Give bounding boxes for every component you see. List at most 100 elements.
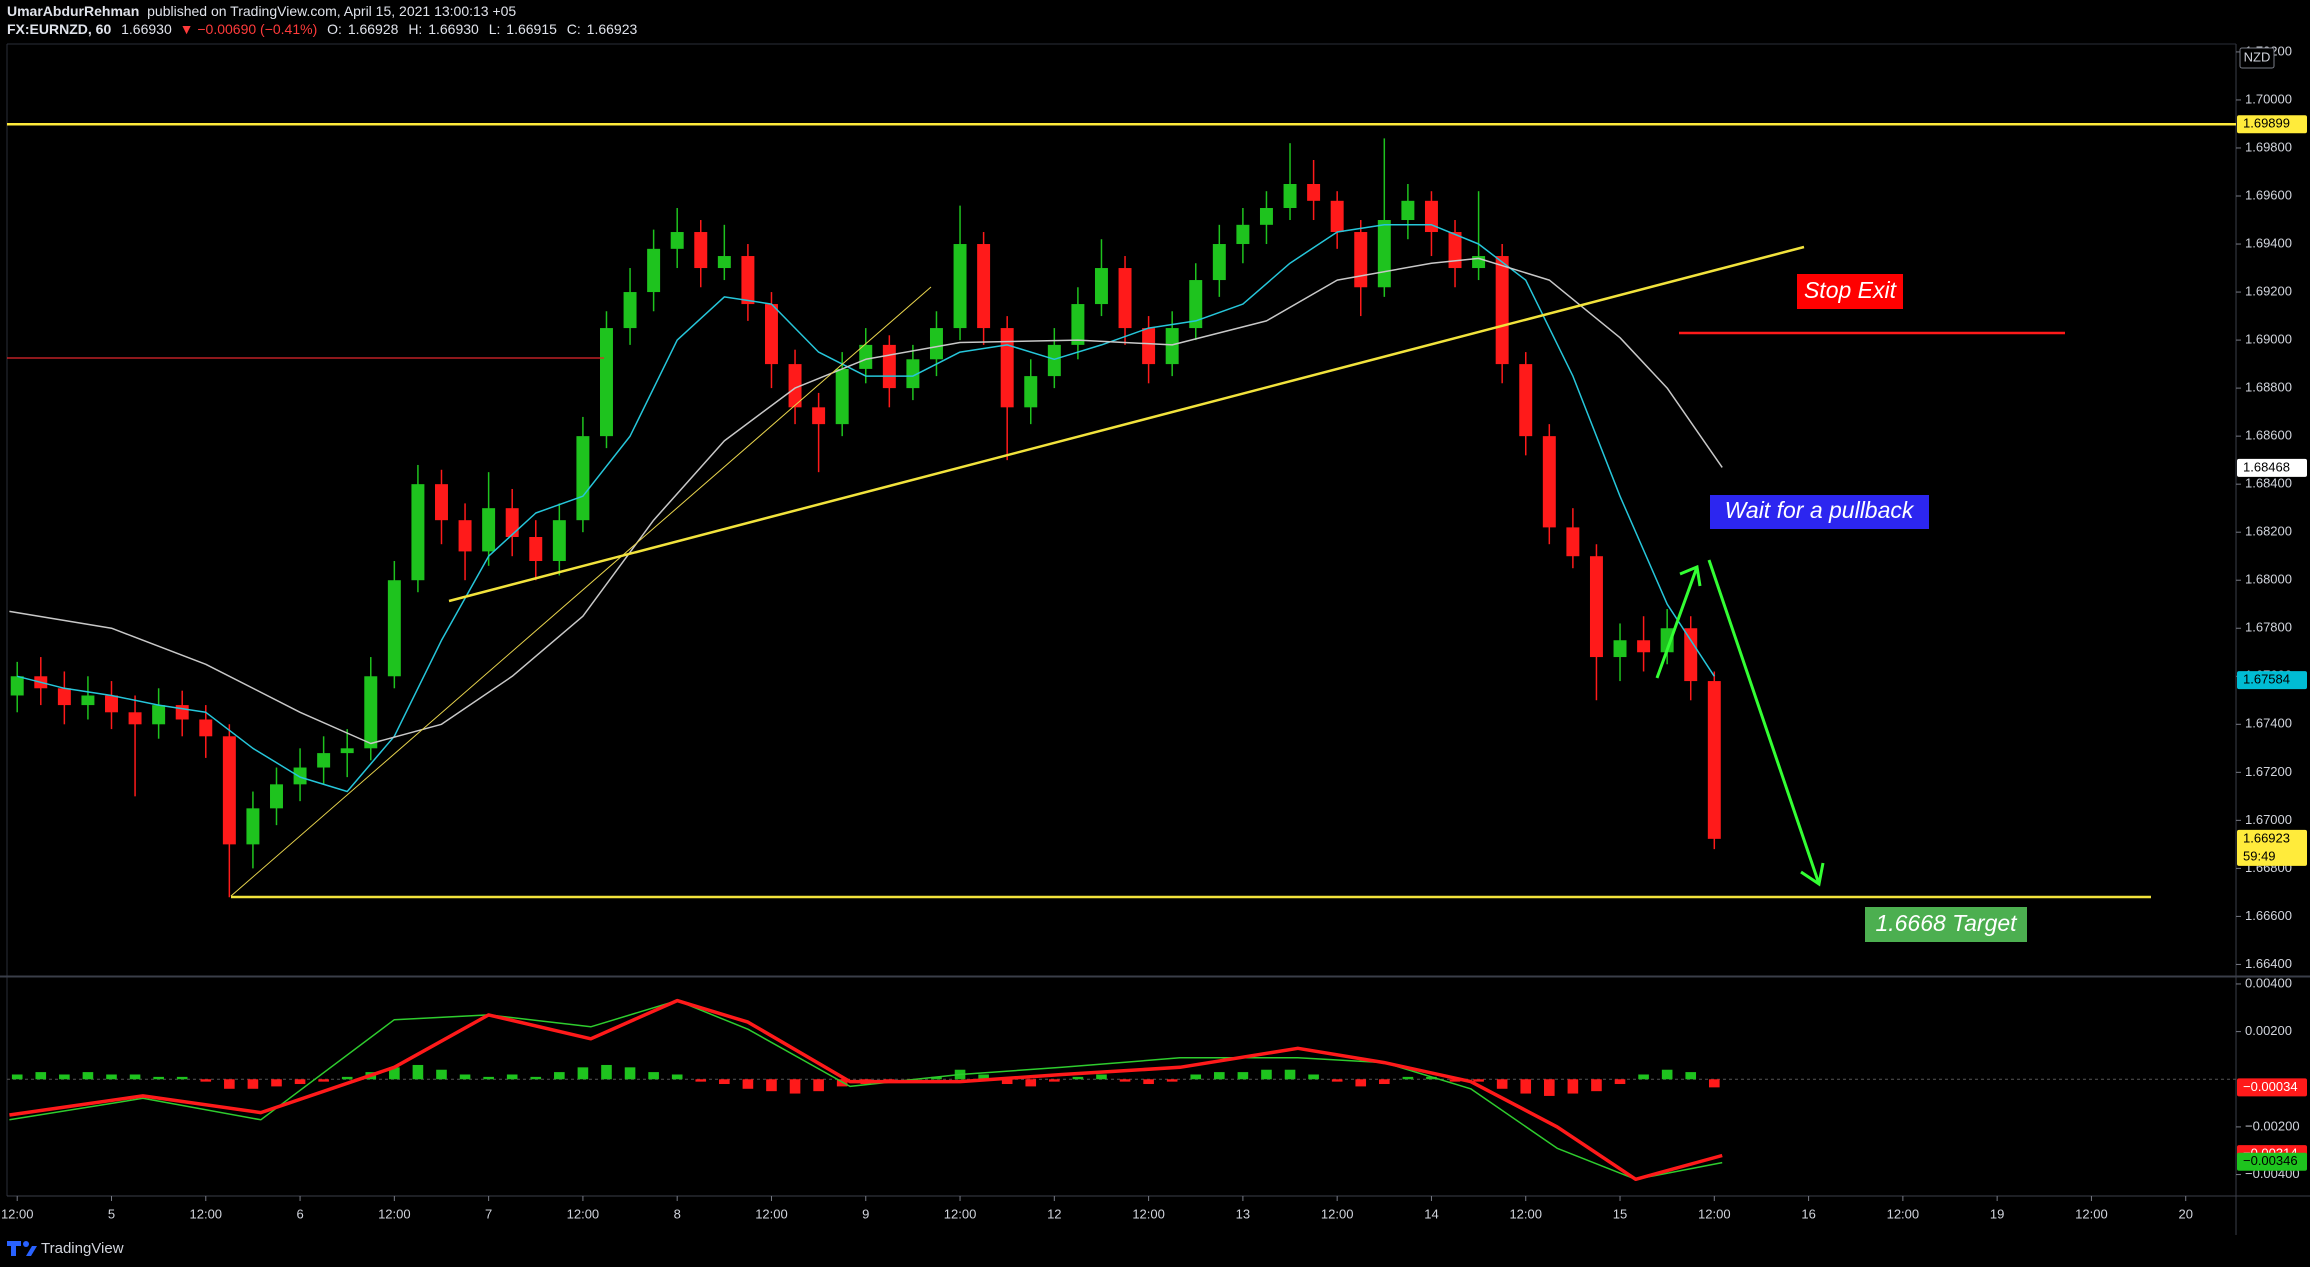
candle-body [505,508,519,537]
x-tick-label: 16 [1801,1206,1815,1221]
histogram-bar [153,1076,164,1080]
symbol-line: FX:EURNZD, 60 1.66930 ▼ −0.00690 (−0.41%… [7,21,637,37]
price-label-countdown: 59:49 [2243,848,2276,863]
candle-body [293,767,307,785]
histogram-bar [247,1079,259,1089]
histogram-bar [1473,1079,1484,1082]
candle-body [1000,328,1014,408]
candle-body [1094,268,1108,305]
candle-body [788,364,802,408]
candle-body [435,484,448,521]
y-tick-label: 1.68600 [2245,428,2292,443]
note-box [1865,907,2027,942]
candle-body [270,784,283,809]
candle-body [812,407,826,425]
x-tick-label: 15 [1613,1206,1627,1221]
histogram-bar [577,1067,589,1080]
histogram-bar [1426,1076,1437,1080]
histogram-bar [35,1072,47,1080]
histogram-bar [742,1079,754,1089]
histogram-bar [318,1079,329,1082]
main-pane [7,122,2236,898]
candle-body [1566,527,1580,557]
histogram-bar [1355,1079,1367,1087]
histogram-bar [1284,1069,1296,1080]
x-tick-label: 12:00 [567,1206,600,1221]
histogram-bar [1402,1076,1414,1080]
candle-body [1283,183,1297,209]
histogram-bar [176,1076,188,1080]
currency: NZD [2244,49,2271,64]
x-tick-label: 12:00 [1887,1206,1920,1221]
logo-mark [26,1246,37,1256]
candle-body [175,705,189,720]
candle-body [458,520,472,552]
y-tick-label: 1.68800 [2245,380,2292,395]
candle-body [1307,183,1321,201]
price-label: 1.68468 [2243,459,2290,474]
histogram-bar [106,1074,117,1080]
histogram-bar [931,1076,942,1080]
logo-mark [7,1241,21,1256]
histogram-bar [129,1074,141,1080]
histogram-bar [554,1072,565,1080]
y-tick-label: 1.66600 [2245,908,2292,923]
histogram-bar [1520,1079,1532,1094]
candle-body [1165,328,1179,365]
candle-body [529,536,543,562]
candle-body [10,676,24,696]
x-tick-label: 7 [485,1206,492,1221]
candle-body [1519,364,1533,437]
histogram-bar [1567,1079,1579,1094]
candle-body [1613,640,1627,658]
note-target: 1.6668 Target [1875,910,2018,936]
y-tick-label: 1.69400 [2245,235,2292,250]
y-tick-label: 1.68400 [2245,476,2292,491]
histogram-bar [506,1074,518,1080]
y-tick-label: 1.69000 [2245,332,2292,347]
currency-box [2239,47,2275,69]
o-value: 1.66928 [348,21,399,37]
price-label: −0.00034 [2243,1079,2298,1094]
note-pullback: Wait for a pullback [1725,497,1915,523]
y-tick-label: 1.69200 [2245,283,2292,298]
price-label-box [2237,671,2307,690]
candle-body [906,359,920,389]
x-tick-label: 19 [1990,1206,2004,1221]
y-tick-label: 1.69800 [2245,139,2292,154]
change: ▼ −0.00690 (−0.41%) [180,21,318,37]
histogram-bar [1638,1074,1649,1080]
histogram-bar [271,1079,282,1087]
c-value: 1.66923 [587,21,638,37]
candle-body [835,368,849,425]
histogram-bar [648,1072,659,1080]
histogram-bar [1614,1079,1626,1085]
x-tick-label: 14 [1424,1206,1438,1221]
y-tick-label: 1.69600 [2245,187,2292,202]
histogram-bar [59,1074,70,1080]
candle-body [1118,268,1132,329]
histogram-bar [1449,1079,1461,1082]
arrow-head [1679,564,1702,587]
histogram-bar [294,1079,306,1085]
note-stop: Stop Exit [1804,277,1898,303]
histogram-bar [1049,1079,1060,1082]
histogram-bar [601,1064,612,1080]
candle-body [1684,628,1698,682]
published: published on TradingView.com, April 15, … [147,3,516,19]
candle-body [1189,280,1203,329]
candle-body [1259,208,1273,225]
price-label-box [2237,829,2307,866]
histogram-bar [530,1076,542,1080]
brand: TradingView [41,1240,124,1257]
histogram-bar [1496,1079,1508,1089]
h-value: 1.66930 [428,21,479,37]
x-tick-label: 12:00 [944,1206,977,1221]
y-tick-label: −0.00200 [2245,1118,2300,1133]
candle-body [246,808,260,845]
x-tick-label: 12 [1047,1206,1061,1221]
price-label-box [2237,458,2307,477]
candle-body [152,705,166,725]
thin-trend-line [230,286,932,897]
candle-body [128,712,142,725]
